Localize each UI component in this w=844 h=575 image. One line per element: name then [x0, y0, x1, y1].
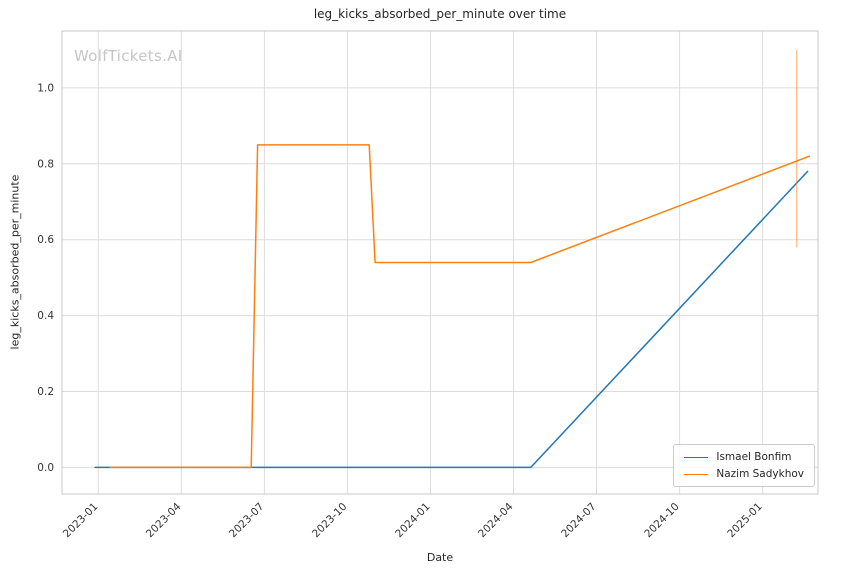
y-tick-label: 0.0 [37, 462, 54, 474]
legend: Ismael Bonfim Nazim Sadykhov [673, 444, 815, 487]
y-tick-label: 1.0 [37, 82, 54, 94]
x-tick-label: 2023-07 [227, 501, 267, 541]
x-tick-label: 2025-01 [725, 501, 765, 541]
x-tick-label: 2024-01 [393, 501, 433, 541]
x-axis-label: Date [426, 551, 454, 564]
legend-item-ismael-bonfim: Ismael Bonfim [684, 451, 804, 463]
series-line-ismael-bonfim [94, 170, 809, 469]
legend-line-swatch [684, 473, 709, 475]
y-tick-label: 0.4 [37, 310, 54, 322]
legend-label: Nazim Sadykhov [716, 468, 804, 480]
y-axis-label: leg_kicks_absorbed_per_minute [8, 174, 22, 350]
x-tick-label: 2023-10 [310, 501, 350, 541]
chart-title: leg_kicks_absorbed_per_minute over time [313, 7, 567, 21]
legend-line-swatch [684, 456, 709, 458]
x-tick-label: 2024-07 [559, 501, 599, 541]
y-tick-label: 0.6 [37, 234, 54, 246]
legend-label: Ismael Bonfim [716, 451, 792, 463]
legend-item-nazim-sadykhov: Nazim Sadykhov [684, 468, 804, 480]
y-tick-label: 0.8 [37, 158, 54, 170]
x-tick-label: 2023-04 [144, 500, 184, 540]
axes-border [61, 30, 819, 495]
x-tick-label: 2023-01 [61, 501, 101, 541]
x-tick-label: 2024-10 [642, 501, 682, 541]
x-tick-label: 2024-04 [476, 500, 516, 540]
series-line-nazim-sadykhov [109, 144, 811, 469]
watermark: WolfTickets.AI [74, 47, 183, 65]
y-tick-label: 0.2 [37, 386, 54, 398]
